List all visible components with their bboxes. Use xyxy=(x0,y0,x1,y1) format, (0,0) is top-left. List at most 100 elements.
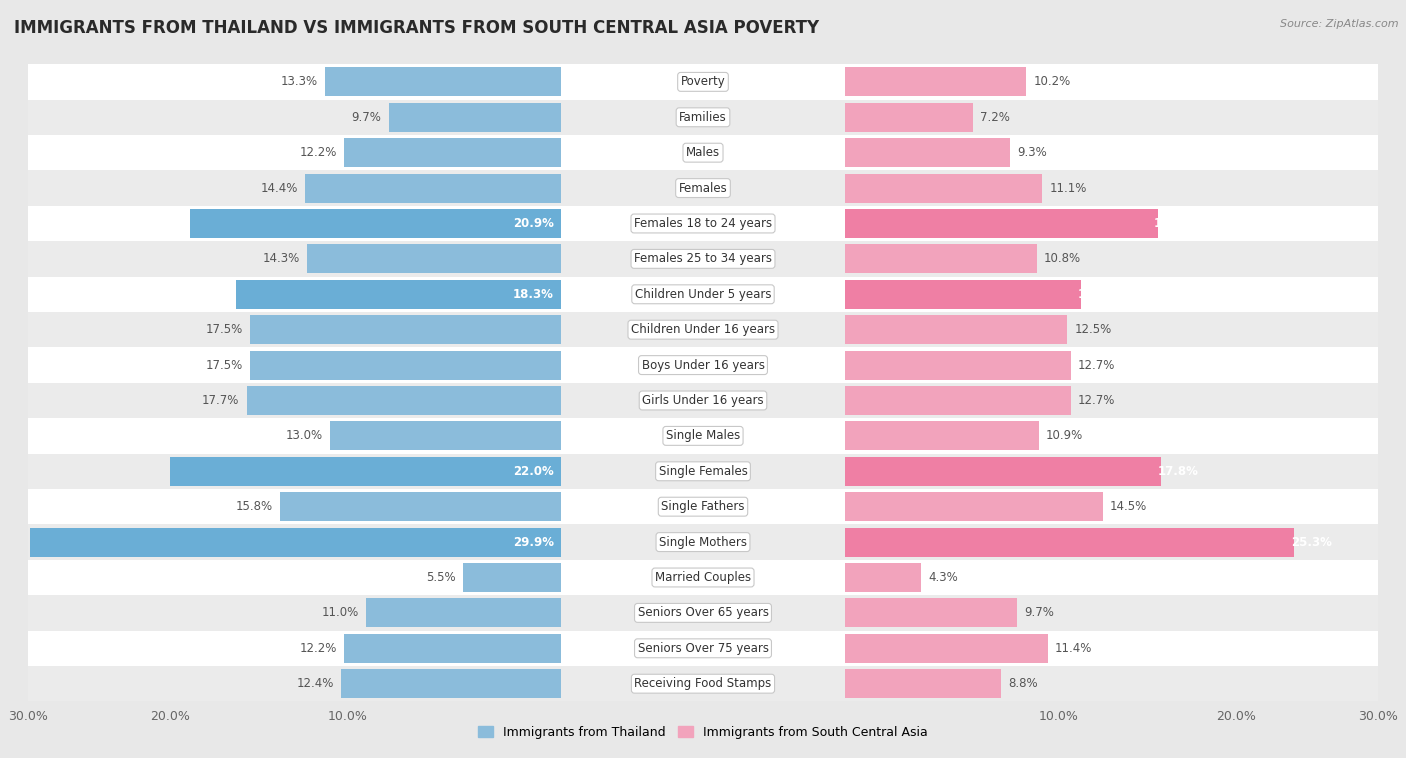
Text: 12.7%: 12.7% xyxy=(1078,394,1115,407)
Bar xyxy=(845,492,1102,522)
Bar xyxy=(28,631,1378,666)
Text: Single Females: Single Females xyxy=(658,465,748,478)
Text: 11.4%: 11.4% xyxy=(1054,642,1092,655)
Text: Single Males: Single Males xyxy=(666,429,740,443)
Text: 5.5%: 5.5% xyxy=(426,571,456,584)
Text: 10.8%: 10.8% xyxy=(1045,252,1081,265)
Text: 29.9%: 29.9% xyxy=(513,536,554,549)
Text: Girls Under 16 years: Girls Under 16 years xyxy=(643,394,763,407)
Text: 10.9%: 10.9% xyxy=(1046,429,1083,443)
Text: 12.4%: 12.4% xyxy=(297,677,333,691)
Text: 4.3%: 4.3% xyxy=(928,571,959,584)
Bar xyxy=(845,528,1295,556)
Text: 12.7%: 12.7% xyxy=(1078,359,1115,371)
Bar xyxy=(28,560,1378,595)
Text: Females: Females xyxy=(679,182,727,195)
Text: 12.2%: 12.2% xyxy=(299,146,337,159)
Text: 14.4%: 14.4% xyxy=(260,182,298,195)
Bar xyxy=(305,174,561,202)
Bar xyxy=(845,421,1039,450)
Bar xyxy=(30,528,561,556)
Text: 15.8%: 15.8% xyxy=(236,500,273,513)
Bar xyxy=(845,244,1036,274)
Text: Seniors Over 65 years: Seniors Over 65 years xyxy=(637,606,769,619)
Bar xyxy=(845,634,1047,662)
Bar xyxy=(28,418,1378,453)
Bar xyxy=(28,666,1378,701)
Bar xyxy=(250,315,561,344)
Text: 11.1%: 11.1% xyxy=(1049,182,1087,195)
Text: Married Couples: Married Couples xyxy=(655,571,751,584)
Text: 13.3%: 13.3% xyxy=(280,75,318,89)
Text: Seniors Over 75 years: Seniors Over 75 years xyxy=(637,642,769,655)
Text: 10.2%: 10.2% xyxy=(1033,75,1070,89)
Bar xyxy=(845,138,1011,168)
Bar xyxy=(28,595,1378,631)
Bar xyxy=(845,598,1018,628)
Text: 17.5%: 17.5% xyxy=(205,323,243,337)
Text: 13.3%: 13.3% xyxy=(1078,288,1119,301)
Text: 20.9%: 20.9% xyxy=(513,217,554,230)
Bar xyxy=(845,315,1067,344)
Bar xyxy=(845,457,1161,486)
Bar xyxy=(28,312,1378,347)
Text: 11.0%: 11.0% xyxy=(321,606,359,619)
Bar xyxy=(170,457,561,486)
Text: 12.5%: 12.5% xyxy=(1074,323,1111,337)
Bar xyxy=(28,241,1378,277)
Bar xyxy=(280,492,561,522)
Text: Single Mothers: Single Mothers xyxy=(659,536,747,549)
Bar xyxy=(28,64,1378,99)
Bar xyxy=(340,669,561,698)
Text: 13.0%: 13.0% xyxy=(285,429,323,443)
Legend: Immigrants from Thailand, Immigrants from South Central Asia: Immigrants from Thailand, Immigrants fro… xyxy=(472,721,934,744)
Bar xyxy=(325,67,561,96)
Text: 25.3%: 25.3% xyxy=(1291,536,1331,549)
Bar xyxy=(463,563,561,592)
Text: Children Under 5 years: Children Under 5 years xyxy=(634,288,772,301)
Text: Receiving Food Stamps: Receiving Food Stamps xyxy=(634,677,772,691)
Text: 9.7%: 9.7% xyxy=(352,111,381,124)
Bar xyxy=(330,421,561,450)
Text: 9.3%: 9.3% xyxy=(1018,146,1047,159)
Text: 17.8%: 17.8% xyxy=(1157,465,1198,478)
Text: Children Under 16 years: Children Under 16 years xyxy=(631,323,775,337)
Bar xyxy=(307,244,561,274)
Text: Families: Families xyxy=(679,111,727,124)
Text: 17.6%: 17.6% xyxy=(1154,217,1195,230)
Bar xyxy=(388,103,561,132)
Bar xyxy=(236,280,561,309)
Text: 7.2%: 7.2% xyxy=(980,111,1010,124)
Bar xyxy=(28,171,1378,205)
Bar xyxy=(28,453,1378,489)
Bar xyxy=(28,205,1378,241)
Bar xyxy=(28,135,1378,171)
Text: Males: Males xyxy=(686,146,720,159)
Text: 18.3%: 18.3% xyxy=(513,288,554,301)
Bar xyxy=(28,347,1378,383)
Bar xyxy=(845,67,1026,96)
Bar xyxy=(845,103,973,132)
Bar xyxy=(845,280,1081,309)
Bar xyxy=(845,563,921,592)
Text: Poverty: Poverty xyxy=(681,75,725,89)
Text: Females 18 to 24 years: Females 18 to 24 years xyxy=(634,217,772,230)
Bar xyxy=(845,174,1042,202)
Bar xyxy=(845,386,1070,415)
Bar xyxy=(250,351,561,380)
Text: Boys Under 16 years: Boys Under 16 years xyxy=(641,359,765,371)
Bar xyxy=(190,209,561,238)
Text: 17.5%: 17.5% xyxy=(205,359,243,371)
Text: 12.2%: 12.2% xyxy=(299,642,337,655)
Bar xyxy=(28,383,1378,418)
Bar xyxy=(845,351,1070,380)
Text: Females 25 to 34 years: Females 25 to 34 years xyxy=(634,252,772,265)
Bar xyxy=(28,525,1378,560)
Bar xyxy=(344,634,561,662)
Bar xyxy=(28,489,1378,525)
Text: 9.7%: 9.7% xyxy=(1025,606,1054,619)
Bar xyxy=(246,386,561,415)
Bar xyxy=(344,138,561,168)
Bar xyxy=(845,669,1001,698)
Bar xyxy=(845,209,1157,238)
